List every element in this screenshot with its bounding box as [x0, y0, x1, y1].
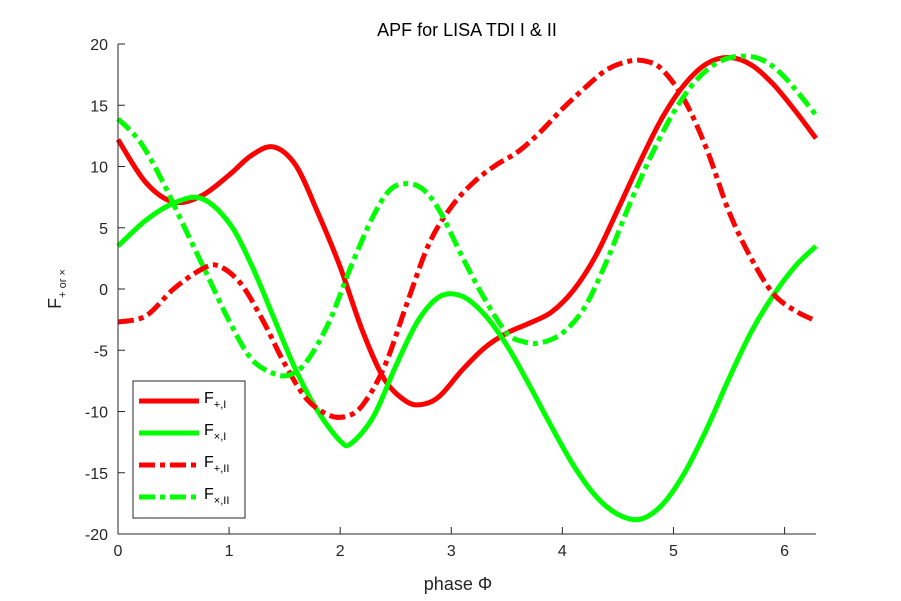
legend-label-4: F×,II — [204, 486, 229, 507]
x-ticks: 0 1 2 3 4 5 6 — [114, 527, 789, 560]
x-tick-label: 1 — [225, 543, 234, 560]
series-line-4 — [116, 53, 818, 379]
legend-label-main: F — [204, 390, 214, 407]
legend-label-sub: +,II — [214, 463, 230, 475]
series-line-3 — [117, 57, 818, 420]
x-tick-label: 0 — [114, 543, 123, 560]
x-tick-label: 3 — [447, 543, 456, 560]
y-tick-label: 15 — [90, 98, 108, 115]
legend-label-sub: +,I — [214, 399, 227, 411]
legend-label-sub: ×,I — [214, 431, 227, 443]
x-tick-label: 4 — [558, 543, 567, 560]
y-tick-label: 10 — [90, 160, 108, 177]
x-tick-label: 6 — [780, 543, 789, 560]
series-layer — [115, 53, 818, 523]
y-axis-title-sub: + or × — [57, 269, 69, 298]
x-tick-label: 5 — [669, 543, 678, 560]
y-ticks: -20 -15 -10 -5 0 5 10 15 20 — [85, 37, 125, 544]
legend-items: F+,IF×,IF+,IIF×,II — [139, 390, 229, 507]
y-tick-label: 20 — [90, 37, 108, 54]
y-tick-label: 0 — [99, 282, 108, 299]
y-axis-title: F+ or × — [45, 269, 69, 309]
series-line-1 — [115, 54, 818, 408]
legend-label-main: F — [204, 486, 214, 503]
y-tick-label: 5 — [99, 221, 108, 238]
y-tick-label: -5 — [94, 343, 108, 360]
legend-label-main: F — [204, 454, 214, 471]
legend-label-main: F — [204, 422, 214, 439]
series-line-2 — [116, 194, 818, 523]
x-axis-title: phase Φ — [424, 574, 492, 594]
legend: F+,IF×,IF+,IIF×,II — [132, 380, 246, 519]
y-tick-label: -20 — [85, 527, 108, 544]
x-tick-label: 2 — [336, 543, 345, 560]
y-tick-label: -15 — [85, 466, 108, 483]
legend-label-2: F×,I — [204, 422, 226, 443]
chart-title: APF for LISA TDI I & II — [377, 20, 557, 40]
legend-label-sub: ×,II — [214, 495, 230, 507]
y-tick-label: -10 — [85, 405, 108, 422]
legend-label-1: F+,I — [204, 390, 226, 411]
legend-label-3: F+,II — [204, 454, 229, 475]
y-axis-title-main: F — [45, 298, 65, 309]
